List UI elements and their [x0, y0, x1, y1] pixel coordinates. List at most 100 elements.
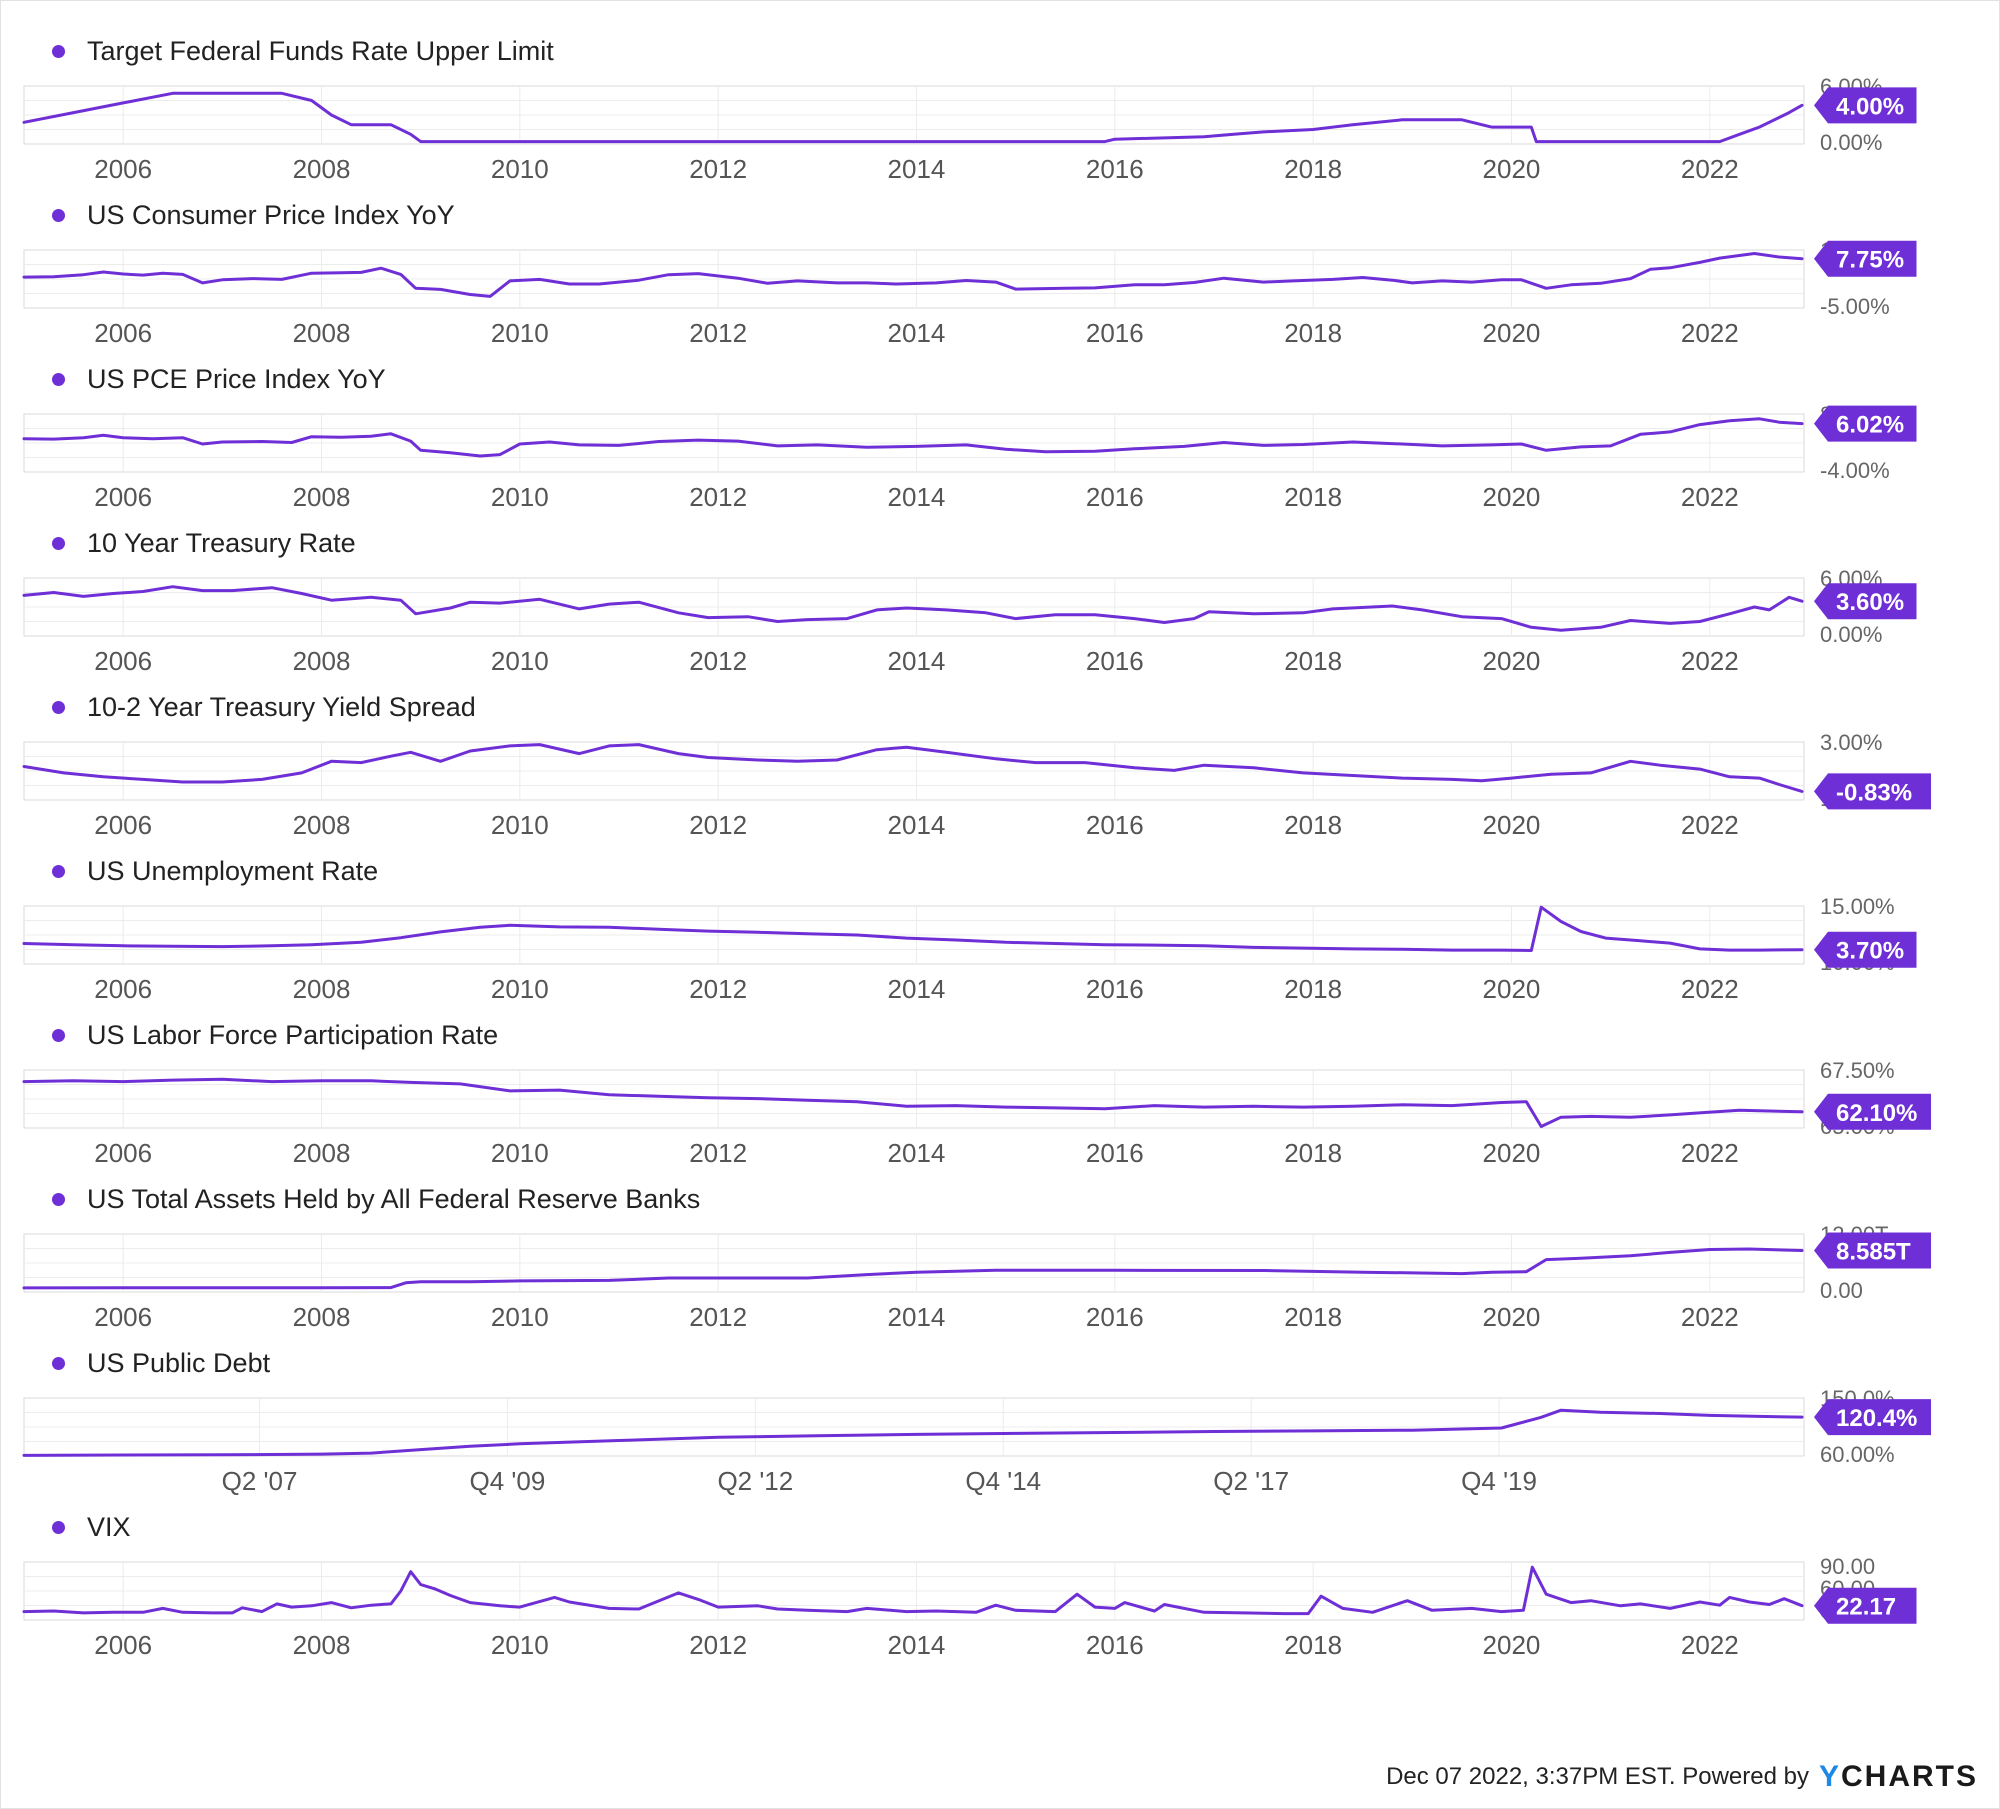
- panel-5: 10-2 Year Treasury Yield Spread 2006 2008 2…: [0, 674, 2000, 840]
- badge-shape: [1814, 1399, 1931, 1436]
- x-tick-label: 2008: [293, 974, 351, 1004]
- x-tick-label: 2016: [1086, 1630, 1144, 1660]
- x-tick-label: 2022: [1681, 154, 1739, 184]
- last-value-badge: -0.83%: [1814, 773, 1931, 810]
- x-tick-label: 2006: [94, 646, 152, 676]
- x-tick-label: 2014: [888, 810, 946, 840]
- line-chart-svg: Q2 '07 Q4 '09 Q2 '12 Q4 '14 Q2 '17 Q4 '19150.…: [22, 1386, 1931, 1496]
- x-tick-label: 2016: [1086, 974, 1144, 1004]
- x-tick-label: 2008: [293, 154, 351, 184]
- last-value-badge: 120.4%: [1814, 1399, 1931, 1436]
- x-tick-label: 2018: [1284, 646, 1342, 676]
- last-value-badge: 22.17: [1814, 1587, 1917, 1624]
- x-tick-label: 2018: [1284, 1302, 1342, 1332]
- footer: Dec 07 2022, 3:37PM EST. Powered by Y CHA…: [1386, 1759, 1978, 1795]
- badge-shape: [1814, 1232, 1931, 1269]
- x-tick-label: 2020: [1483, 1630, 1541, 1660]
- legend-entry[interactable]: VIX: [52, 1510, 131, 1544]
- x-tick-label: 2010: [491, 318, 549, 348]
- y-tick-label: 0.00: [1820, 1278, 1863, 1303]
- legend-dot-icon: [52, 700, 65, 714]
- x-tick-label: 2010: [491, 1630, 549, 1660]
- legend-entry[interactable]: US Public Debt: [52, 1346, 270, 1380]
- x-tick-label: 2014: [888, 154, 946, 184]
- x-tick-label: 2014: [888, 318, 946, 348]
- x-tick-label: 2012: [689, 1138, 747, 1168]
- series-line[interactable]: [22, 91, 1804, 144]
- x-tick-label: 2010: [491, 482, 549, 512]
- x-tick-label: 2018: [1284, 974, 1342, 1004]
- x-tick-label: 2008: [293, 318, 351, 348]
- badge-shape: [1814, 1587, 1917, 1624]
- legend-entry[interactable]: 10-2 Year Treasury Yield Spread: [52, 690, 476, 724]
- legend-label: US Labor Force Participation Rate: [87, 1019, 499, 1050]
- line-chart-svg: 20062008201020122014201620182020202210.0…: [22, 238, 1917, 348]
- x-tick-label: 2014: [888, 1302, 946, 1332]
- x-tick-label: 2020: [1483, 318, 1541, 348]
- x-tick-label: 2018: [1284, 154, 1342, 184]
- x-tick-label: 2012: [689, 646, 747, 676]
- legend-entry[interactable]: Target Federal Funds Rate Upper Limit: [52, 34, 554, 68]
- x-tick-label: 2022: [1681, 810, 1739, 840]
- x-tick-label: Q2 '17: [1213, 1466, 1289, 1496]
- x-tick-label: 2010: [491, 1302, 549, 1332]
- x-tick-label: 2020: [1483, 974, 1541, 1004]
- legend-entry[interactable]: US Consumer Price Index YoY: [52, 198, 455, 232]
- legend-entry[interactable]: US Unemployment Rate: [52, 854, 378, 888]
- x-tick-label: 2016: [1086, 810, 1144, 840]
- badge-shape: [1814, 773, 1931, 810]
- series-line[interactable]: [22, 1077, 1804, 1128]
- legend-entry[interactable]: US PCE Price Index YoY: [52, 362, 386, 396]
- legend-dot-icon: [52, 864, 65, 878]
- x-tick-label: 2022: [1681, 1302, 1739, 1332]
- x-tick-label: 2014: [888, 482, 946, 512]
- x-tick-label: 2014: [888, 974, 946, 1004]
- legend-dot-icon: [52, 208, 65, 222]
- x-tick-label: 2006: [94, 1302, 152, 1332]
- last-value-badge: 7.75%: [1814, 240, 1917, 277]
- legend-entry[interactable]: 10 Year Treasury Rate: [52, 526, 356, 560]
- x-tick-label: 2016: [1086, 1138, 1144, 1168]
- legend-entry[interactable]: US Labor Force Participation Rate: [52, 1018, 498, 1052]
- legend-label: 10-2 Year Treasury Yield Spread: [87, 691, 476, 722]
- x-tick-label: Q4 '14: [965, 1466, 1041, 1496]
- legend-label: US Unemployment Rate: [87, 855, 379, 886]
- x-tick-label: 2018: [1284, 1138, 1342, 1168]
- badge-shape: [1814, 405, 1917, 442]
- x-tick-label: 2006: [94, 810, 152, 840]
- x-tick-label: 2016: [1086, 1302, 1144, 1332]
- x-tick-label: 2006: [94, 318, 152, 348]
- x-tick-label: 2016: [1086, 482, 1144, 512]
- last-value-label: 8.585T: [1836, 1239, 1911, 1266]
- legend-dot-icon: [52, 44, 65, 58]
- x-tick-label: 2020: [1483, 154, 1541, 184]
- x-tick-label: Q2 '07: [222, 1466, 298, 1496]
- legend-entry[interactable]: US Total Assets Held by All Federal Rese…: [52, 1182, 700, 1216]
- x-tick-label: 2020: [1483, 1138, 1541, 1168]
- series-line[interactable]: [22, 1408, 1804, 1457]
- ycharts-logo[interactable]: Y CHARTS: [1819, 1760, 1978, 1794]
- series-line[interactable]: [22, 1247, 1804, 1290]
- series-line[interactable]: [22, 252, 1804, 298]
- x-tick-label: 2008: [293, 1138, 351, 1168]
- series-line[interactable]: [22, 905, 1804, 952]
- panel-7: US Labor Force Participation Rate 2006 200…: [0, 1002, 2000, 1168]
- x-tick-label: 2010: [491, 646, 549, 676]
- x-tick-label: 2006: [94, 974, 152, 1004]
- last-value-badge: 3.60%: [1814, 583, 1917, 620]
- y-tick-label: -4.00%: [1820, 458, 1890, 483]
- x-tick-label: 2016: [1086, 154, 1144, 184]
- x-tick-label: 2010: [491, 974, 549, 1004]
- legend-label: VIX: [87, 1511, 131, 1542]
- x-tick-label: 2020: [1483, 1302, 1541, 1332]
- x-tick-label: 2006: [94, 1630, 152, 1660]
- series-line[interactable]: [22, 1565, 1804, 1616]
- panel-3: US PCE Price Index YoY 2006 2008 2010 2012 20…: [0, 346, 2000, 512]
- series-line[interactable]: [22, 417, 1804, 458]
- x-tick-label: 2014: [888, 646, 946, 676]
- series-line[interactable]: [22, 585, 1804, 632]
- series-line[interactable]: [22, 743, 1804, 793]
- x-tick-label: 2022: [1681, 646, 1739, 676]
- legend-dot-icon: [52, 1028, 65, 1042]
- x-tick-label: 2018: [1284, 318, 1342, 348]
